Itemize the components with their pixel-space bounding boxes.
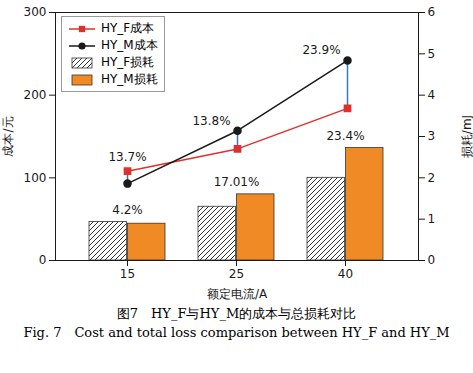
svg-text:2: 2 bbox=[428, 171, 436, 185]
svg-text:0: 0 bbox=[428, 253, 436, 267]
svg-text:25: 25 bbox=[229, 267, 244, 281]
svg-text:5: 5 bbox=[428, 47, 436, 61]
html-text:HY_F成本: HY_F成本 bbox=[101, 21, 155, 35]
svg-text:13.7%: 13.7% bbox=[108, 150, 146, 164]
svg-text:13.8%: 13.8% bbox=[192, 114, 230, 128]
svg-text:6: 6 bbox=[428, 5, 436, 19]
svg-text:23.9%: 23.9% bbox=[302, 43, 340, 57]
html-text:图7 HY_F与HY_M的成本与总损耗对比: 图7 HY_F与HY_M的成本与总损耗对比 bbox=[116, 306, 357, 321]
svg-text:1: 1 bbox=[428, 212, 436, 226]
svg-text:40: 40 bbox=[338, 267, 353, 281]
svg-text:23.4%: 23.4% bbox=[326, 129, 364, 143]
svg-text:成本/元: 成本/元 bbox=[1, 116, 15, 156]
svg-text:100: 100 bbox=[24, 171, 47, 185]
svg-text:4: 4 bbox=[428, 88, 436, 102]
svg-text:3: 3 bbox=[428, 129, 436, 143]
svg-text:4.2%: 4.2% bbox=[112, 203, 143, 217]
html-text:HY_M损耗: HY_M损耗 bbox=[101, 72, 158, 86]
svg-text:额定电流/A: 额定电流/A bbox=[207, 287, 268, 301]
svg-text:200: 200 bbox=[24, 88, 47, 102]
svg-text:17.01%: 17.01% bbox=[214, 175, 260, 189]
svg-text:损耗/mJ: 损耗/mJ bbox=[460, 115, 473, 158]
html-text:HY_F损耗: HY_F损耗 bbox=[101, 55, 155, 69]
html-text:HY_M成本: HY_M成本 bbox=[101, 38, 158, 52]
svg-text:0: 0 bbox=[39, 253, 47, 267]
svg-text:300: 300 bbox=[24, 5, 47, 19]
html-text:Fig. 7 Cost and total loss com: Fig. 7 Cost and total loss comparison be… bbox=[23, 325, 450, 340]
svg-text:15: 15 bbox=[120, 267, 135, 281]
